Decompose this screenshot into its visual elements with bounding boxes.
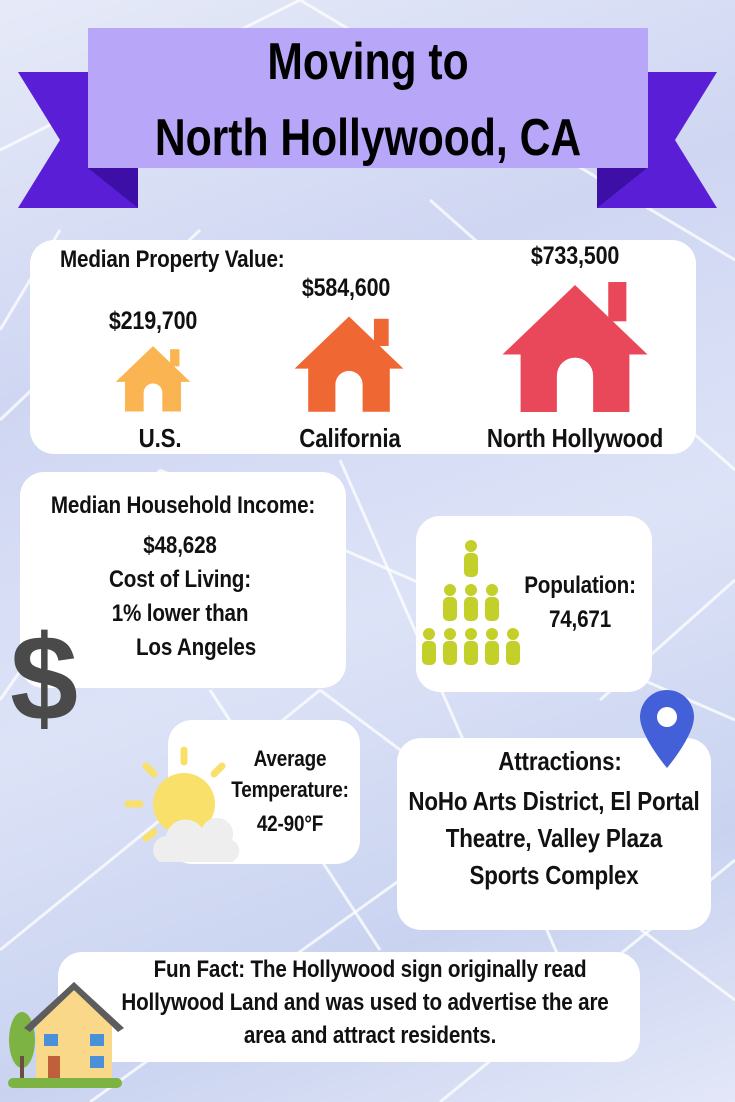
attractions-heading: Attractions: bbox=[498, 746, 622, 776]
income-value: $48,628 bbox=[143, 532, 217, 559]
california-value: $584,600 bbox=[301, 274, 391, 302]
population-heading: Population: bbox=[524, 572, 636, 599]
fun-fact-card bbox=[58, 952, 640, 1062]
fun-fact-line1: Fun Fact: The Hollywood sign originally … bbox=[153, 956, 587, 983]
fun-fact-line3: area and attract residents. bbox=[243, 1022, 497, 1049]
home-building-icon bbox=[8, 982, 124, 1088]
property-heading: Median Property Value: bbox=[60, 246, 285, 273]
california-label: California bbox=[299, 423, 401, 453]
banner-panel bbox=[88, 28, 648, 168]
temperature-line1: Average bbox=[253, 746, 327, 771]
cost-heading: Cost of Living: bbox=[109, 566, 251, 593]
attractions-card bbox=[397, 738, 711, 930]
income-card bbox=[20, 472, 346, 688]
north-hollywood-value: $733,500 bbox=[530, 242, 620, 270]
svg-text:$: $ bbox=[10, 618, 78, 730]
north-hollywood-label: North Hollywood bbox=[486, 423, 664, 453]
people-icon bbox=[422, 540, 520, 665]
population-value: 74,671 bbox=[548, 606, 612, 633]
us-value: $219,700 bbox=[108, 307, 198, 335]
house-icon bbox=[115, 346, 191, 412]
attractions-line3: Sports Complex bbox=[469, 860, 639, 890]
house-icon bbox=[294, 316, 404, 412]
page-title-line2: North Hollywood, CA bbox=[154, 109, 582, 167]
attractions-line1: NoHo Arts District, El Portal bbox=[408, 786, 700, 816]
income-heading: Median Household Income: bbox=[50, 492, 316, 519]
us-label: U.S. bbox=[138, 423, 182, 453]
sun-cloud-icon bbox=[124, 746, 240, 862]
attractions-line2: Theatre, Valley Plaza bbox=[445, 823, 663, 853]
temperature-line2: Temperature: bbox=[231, 777, 349, 802]
dollar-sign-icon: $ bbox=[10, 618, 78, 730]
cost-line1: 1% lower than bbox=[111, 600, 249, 627]
house-icon bbox=[502, 282, 648, 412]
cost-line2: Los Angeles bbox=[135, 634, 257, 661]
map-pin-icon bbox=[640, 690, 694, 768]
temperature-value: 42-90°F bbox=[256, 811, 324, 836]
fun-fact-line2: Hollywood Land and was used to advertise… bbox=[121, 989, 609, 1016]
page-title-line1: Moving to bbox=[267, 33, 469, 91]
